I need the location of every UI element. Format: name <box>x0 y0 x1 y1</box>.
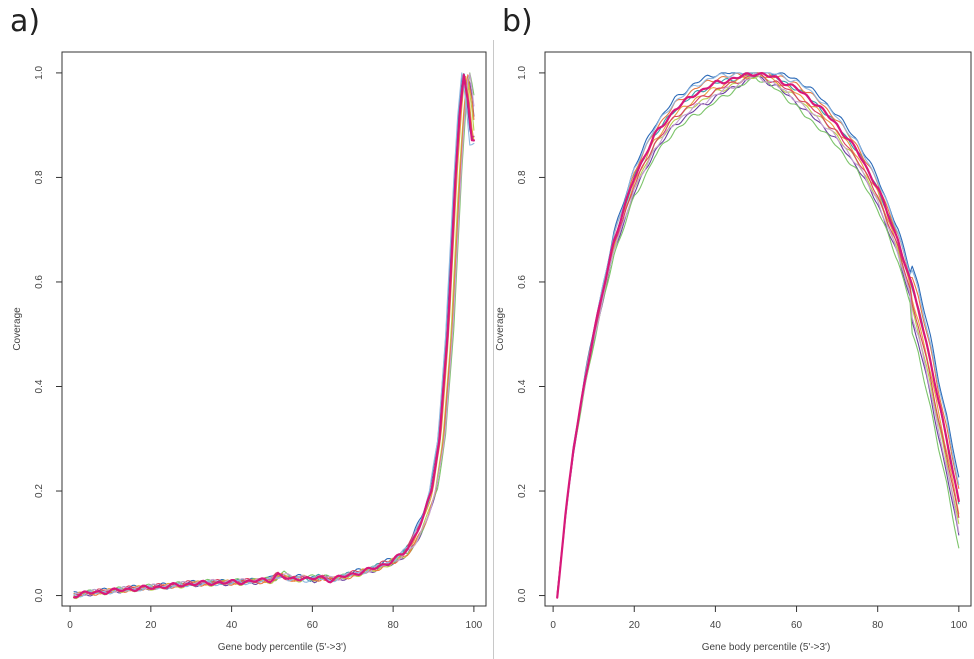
series-line <box>556 72 960 594</box>
series-line <box>73 75 475 597</box>
x-tick-label: 0 <box>550 620 556 631</box>
y-axis-label: Coverage <box>495 307 506 351</box>
y-tick-label: 1.0 <box>34 66 45 80</box>
y-axis-label: Coverage <box>12 307 23 351</box>
x-axis-label: Gene body percentile (5'->3') <box>218 642 347 653</box>
series-line <box>556 72 960 594</box>
x-tick-label: 0 <box>67 620 73 631</box>
x-tick-label: 100 <box>466 620 483 631</box>
y-tick-label: 0.8 <box>34 170 45 184</box>
y-tick-label: 0.6 <box>517 275 528 289</box>
series-line <box>556 72 960 598</box>
series-line <box>73 77 475 598</box>
series-line <box>73 72 475 596</box>
plot-frame <box>61 51 487 607</box>
y-tick-label: 0.4 <box>34 379 45 393</box>
series-line <box>556 73 960 597</box>
x-tick-label: 20 <box>145 620 157 631</box>
x-tick-label: 40 <box>226 620 238 631</box>
x-tick-label: 100 <box>950 620 967 631</box>
y-tick-label: 1.0 <box>517 66 528 80</box>
series-line <box>73 72 475 597</box>
series-line <box>73 73 475 596</box>
series-line <box>556 75 960 597</box>
x-axis-label: Gene body percentile (5'->3') <box>702 642 831 653</box>
x-tick-label: 40 <box>710 620 722 631</box>
panel-divider <box>493 40 494 659</box>
x-tick-label: 20 <box>629 620 641 631</box>
y-tick-label: 0.6 <box>34 275 45 289</box>
y-tick-label: 0.4 <box>517 379 528 393</box>
series-line <box>556 71 960 599</box>
panel-a-label: a) <box>10 4 41 39</box>
series-line <box>73 74 475 597</box>
series-line <box>556 75 960 599</box>
x-tick-label: 60 <box>791 620 803 631</box>
chart-panel-a: 0 20 40 60 80 100 0.0 0.2 0.4 0.6 0.8 1.0 Gene body … <box>12 51 487 653</box>
x-tick-label: 60 <box>307 620 319 631</box>
plot-frame <box>544 51 972 607</box>
y-tick-label: 0.2 <box>517 484 528 498</box>
series-line <box>556 72 960 597</box>
x-tick-label: 80 <box>872 620 884 631</box>
x-tick-label: 80 <box>388 620 400 631</box>
series-line <box>73 72 475 598</box>
y-tick-label: 0.2 <box>34 484 45 498</box>
chart-panel-b: 0 20 40 60 80 100 0.0 0.2 0.4 0.6 0.8 1.0 Gene body … <box>495 51 972 653</box>
series-line <box>73 81 475 600</box>
y-tick-label: 0.0 <box>517 588 528 602</box>
y-tick-label: 0.8 <box>517 170 528 184</box>
series-line <box>72 73 475 599</box>
series-line <box>73 76 475 595</box>
y-tick-label: 0.0 <box>34 588 45 602</box>
panel-b-label: b) <box>502 4 533 39</box>
series-line <box>556 72 960 596</box>
series-line <box>556 73 960 597</box>
series-line <box>73 73 475 596</box>
series-line <box>556 77 960 596</box>
